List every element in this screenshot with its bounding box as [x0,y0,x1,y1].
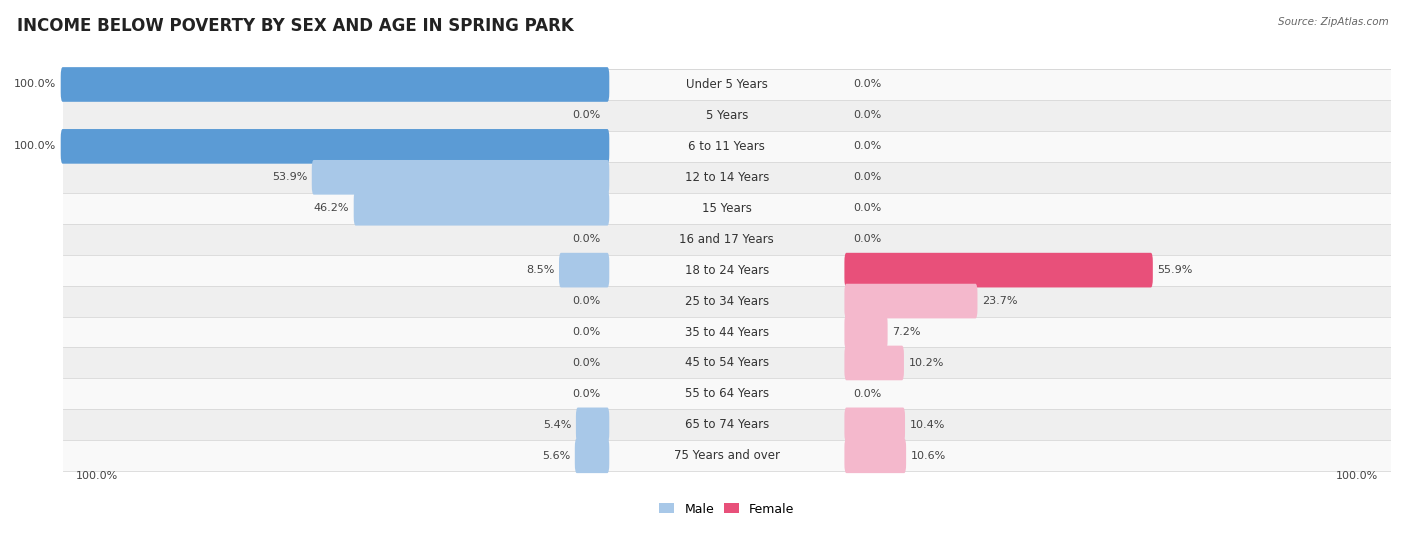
Bar [63,378,1391,409]
Text: 0.0%: 0.0% [572,234,600,244]
FancyBboxPatch shape [845,315,887,349]
FancyBboxPatch shape [60,67,609,102]
Text: 0.0%: 0.0% [853,203,882,213]
Text: 10.2%: 10.2% [908,358,943,368]
Legend: Male, Female: Male, Female [654,498,800,520]
Text: 100.0%: 100.0% [14,141,56,151]
Text: Source: ZipAtlas.com: Source: ZipAtlas.com [1278,17,1389,27]
Text: 55.9%: 55.9% [1157,265,1192,275]
Text: Under 5 Years: Under 5 Years [686,78,768,91]
Bar [63,131,1391,162]
Text: 0.0%: 0.0% [853,79,882,89]
Text: 23.7%: 23.7% [983,296,1018,306]
Text: 0.0%: 0.0% [572,296,600,306]
Text: 65 to 74 Years: 65 to 74 Years [685,418,769,432]
FancyBboxPatch shape [576,408,609,442]
Text: 35 to 44 Years: 35 to 44 Years [685,325,769,339]
Text: 0.0%: 0.0% [853,141,882,151]
Bar [63,348,1391,378]
FancyBboxPatch shape [845,284,977,319]
Text: 6 to 11 Years: 6 to 11 Years [689,140,765,153]
Text: 45 to 54 Years: 45 to 54 Years [685,357,769,369]
Text: 53.9%: 53.9% [271,172,307,182]
Text: 8.5%: 8.5% [526,265,554,275]
Bar [63,162,1391,193]
Bar [63,316,1391,348]
Bar [63,193,1391,224]
FancyBboxPatch shape [354,191,609,226]
Text: 0.0%: 0.0% [853,234,882,244]
Text: INCOME BELOW POVERTY BY SEX AND AGE IN SPRING PARK: INCOME BELOW POVERTY BY SEX AND AGE IN S… [17,17,574,35]
Text: 5.4%: 5.4% [543,420,571,430]
Bar [63,69,1391,100]
Bar [63,409,1391,440]
FancyBboxPatch shape [845,438,905,473]
Text: 0.0%: 0.0% [572,389,600,399]
Text: 0.0%: 0.0% [853,172,882,182]
Bar [63,286,1391,316]
Bar [63,224,1391,255]
FancyBboxPatch shape [560,253,609,287]
Text: 0.0%: 0.0% [853,389,882,399]
FancyBboxPatch shape [845,345,904,380]
Text: 18 to 24 Years: 18 to 24 Years [685,264,769,277]
Text: 75 Years and over: 75 Years and over [673,449,780,462]
Text: 55 to 64 Years: 55 to 64 Years [685,387,769,400]
Text: 7.2%: 7.2% [893,327,921,337]
FancyBboxPatch shape [845,253,1153,287]
Bar [63,255,1391,286]
Text: 100.0%: 100.0% [1336,471,1378,481]
Text: 0.0%: 0.0% [572,327,600,337]
Text: 5.6%: 5.6% [541,451,571,461]
Text: 100.0%: 100.0% [76,471,118,481]
Text: 15 Years: 15 Years [702,202,752,215]
Text: 46.2%: 46.2% [314,203,349,213]
Text: 0.0%: 0.0% [572,358,600,368]
Text: 0.0%: 0.0% [853,111,882,120]
FancyBboxPatch shape [60,129,609,164]
Bar [63,440,1391,471]
Bar [63,100,1391,131]
Text: 0.0%: 0.0% [572,111,600,120]
FancyBboxPatch shape [575,438,609,473]
FancyBboxPatch shape [312,160,609,195]
Text: 25 to 34 Years: 25 to 34 Years [685,295,769,307]
Text: 100.0%: 100.0% [14,79,56,89]
Text: 10.4%: 10.4% [910,420,945,430]
Text: 5 Years: 5 Years [706,109,748,122]
Text: 10.6%: 10.6% [911,451,946,461]
Text: 16 and 17 Years: 16 and 17 Years [679,233,775,246]
Text: 12 to 14 Years: 12 to 14 Years [685,171,769,184]
FancyBboxPatch shape [845,408,905,442]
